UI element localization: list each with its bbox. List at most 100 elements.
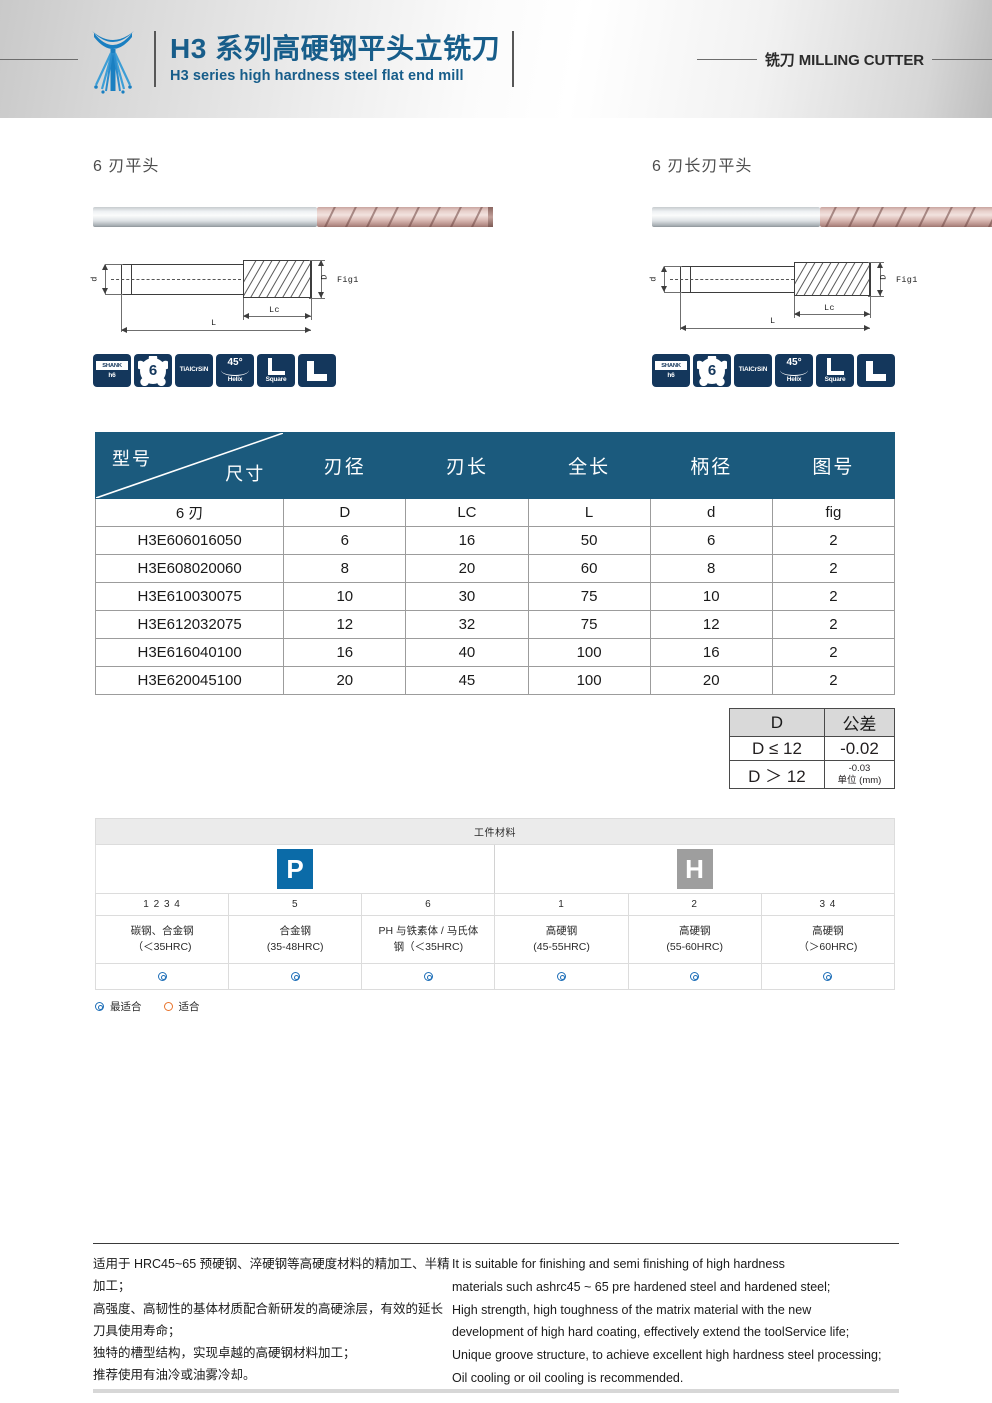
symbol-row: 6 刃 D LC L d fig [94,498,896,527]
panel-title: 6 刃长刃平头 [652,158,753,175]
symbol-cell: D [283,498,407,527]
helix-badge: 45° Helix [216,354,254,387]
table-row[interactable]: H3E610030075 10 30 75 10 2 [94,582,896,611]
corner-badge [857,354,895,387]
table-row[interactable]: H3E606016050 6 16 50 6 2 [94,526,896,555]
suitability-cell [361,963,496,990]
legend-good-fit-icon [163,1002,173,1011]
header-rule-mid [696,58,757,60]
value-cell: 16 [405,526,529,555]
symbol-cell: d [649,498,773,527]
value-cell: 6 [649,526,773,555]
value-cell: 10 [283,582,407,611]
tolerance-table: D 公差 D ≤ 12 -0.02 D ＞ 12 -0.03 单位 (mm) [729,708,896,789]
value-cell: 20 [283,666,407,695]
material-number: 2 [627,893,762,916]
legend-good-fit-label: 适合 [178,1001,200,1013]
shank-badge: SHANK h6 [652,354,690,387]
value-cell: 50 [527,526,651,555]
legend-best-fit-label: 最适合 [110,1001,142,1013]
flute-gear-icon: 6 [697,355,727,386]
suitability-cell [228,963,363,990]
header-category-block: 铣刀 MILLING CUTTER [696,0,992,118]
model-cell: H3E608020060 [94,554,285,583]
corner-profile-icon [307,360,327,381]
value-cell: 20 [649,666,773,695]
footer-bar [93,1389,899,1393]
table-row[interactable]: H3E608020060 8 20 60 8 2 [94,554,896,583]
tolerance-header-d: D [729,708,825,737]
value-cell: 16 [283,638,407,667]
corner-label-size: 尺寸 [225,464,266,484]
helix-wave-icon [221,369,249,377]
model-cell: H3E610030075 [94,582,285,611]
corner-badge [298,354,336,387]
material-section-title: 工件材料 [95,818,895,845]
material-suitability-row [94,963,896,990]
shank-badge: SHANK h6 [93,354,131,387]
square-corner-icon [267,357,285,375]
material-number: 1 [494,893,629,916]
value-cell: 2 [771,610,896,639]
flute-count-badge: 6 [693,354,731,387]
material-number: 3 4 [760,893,896,916]
tolerance-header-value: 公差 [823,708,896,737]
value-cell: 2 [771,526,896,555]
dim-label-fig: Fig1 [337,275,359,285]
company-logo-icon [92,31,134,94]
helix-wave-icon [780,369,808,377]
page-header: H3 系列高硬钢平头立铣刀 H3 series high hardness st… [0,0,992,118]
product-panel-long: 6 刃长刃平头 [649,152,992,387]
suitability-legend: 最适合 适合 [95,999,895,1014]
group-badge-h: H [676,849,713,889]
tolerance-value-group: -0.03 单位 (mm) [823,760,896,789]
value-cell: 2 [771,666,896,695]
material-group-h: H [495,845,894,893]
suitability-cell [494,963,629,990]
value-cell: 12 [649,610,773,639]
model-cell: H3E616040100 [94,638,285,667]
corner-profile-icon [866,360,886,381]
value-cell: 8 [649,554,773,583]
feature-badges: SHANK h6 6 TiAlCrSiN 45° Helix Square [93,354,493,387]
best-fit-icon [823,971,833,981]
value-cell: 32 [405,610,529,639]
flute-gear-icon: 6 [138,355,168,386]
cutting-tip [488,207,493,227]
model-cell: H3E620045100 [94,666,285,695]
table-row[interactable]: H3E616040100 16 40 100 16 2 [94,638,896,667]
value-cell: 60 [527,554,651,583]
material-group-badges: P H [95,845,895,893]
tolerance-unit-note: 单位 (mm) [837,774,882,786]
dim-label-lc: Lc [269,305,280,315]
dim-label-d-big: D [878,274,889,280]
symbol-row-label: 6 刃 [94,498,285,527]
technical-drawing: d D Lc L Fig1 [649,250,992,342]
tolerance-row: D ≤ 12 -0.02 [729,736,896,761]
column-header-shank-diameter: 柄径 [649,432,773,499]
tolerance-value: -0.02 [823,736,896,761]
shank-icon: SHANK [655,361,687,371]
value-cell: 45 [405,666,529,695]
coating-badge: TiAlCrSiN [175,354,213,387]
best-fit-icon [557,971,567,981]
column-header-flute-length: 刃长 [405,432,529,499]
material-description: PH 与铁素体 / 马氏体 钢（＜35HRC) [361,915,496,964]
material-table: 1 2 3 4 5 6 1 2 3 4 碳钢、合金钢 （＜35HRC) 合金钢 (3… [94,893,896,990]
square-badge: Square [257,354,295,387]
column-header-overall-length: 全长 [527,432,651,499]
suitability-cell [627,963,762,990]
header-category-label: 铣刀 MILLING CUTTER [764,51,924,69]
table-row[interactable]: H3E612032075 12 32 75 12 2 [94,610,896,639]
table-row[interactable]: H3E620045100 20 45 100 20 2 [94,666,896,695]
material-description: 合金钢 (35-48HRC) [228,915,363,964]
page-title-en: H3 series high hardness steel flat end m… [170,67,464,84]
tolerance-condition: D ＞ 12 [729,760,825,789]
helix-badge: 45° Helix [775,354,813,387]
value-cell: 75 [527,610,651,639]
specification-table: 型号 尺寸 刃径 刃长 全长 柄径 图号 6 刃 D LC L d fig H3… [94,432,896,695]
header-rule-left [0,59,78,60]
material-description: 高硬钢 （＞60HRC) [760,915,896,964]
value-cell: 6 [283,526,407,555]
flute-section [317,207,493,227]
